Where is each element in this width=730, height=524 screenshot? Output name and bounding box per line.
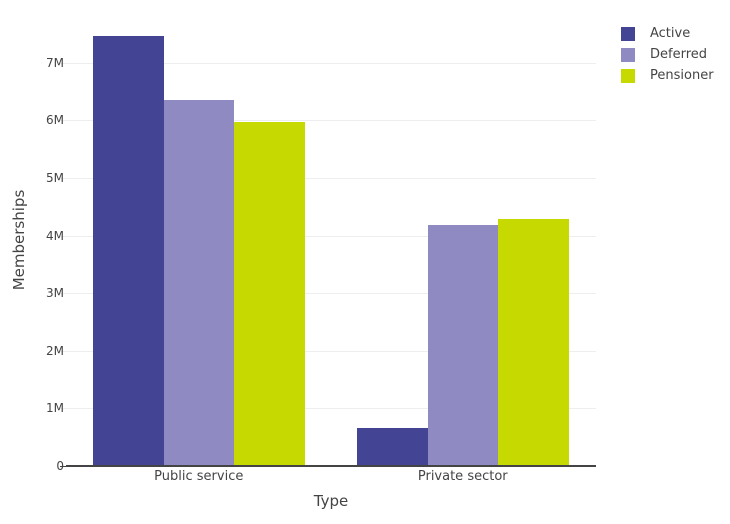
y-tick-mark <box>60 235 66 237</box>
bar-pensioner[interactable] <box>234 121 305 466</box>
gridline <box>66 120 596 122</box>
bar-pensioner[interactable] <box>498 218 569 466</box>
gridline <box>66 350 596 352</box>
y-tick-label: 0 <box>56 459 64 473</box>
x-tick-label: Public service <box>154 469 244 484</box>
legend-label: Pensioner <box>650 68 714 83</box>
bar-active[interactable] <box>93 36 164 466</box>
gridline <box>66 235 596 237</box>
y-tick-label: 2M <box>46 343 64 358</box>
bar-active[interactable] <box>357 427 428 466</box>
x-tick-label: Private sector <box>417 469 508 484</box>
legend-item-pensioner[interactable]: Pensioner <box>621 65 714 86</box>
y-tick-label: 1M <box>46 401 64 416</box>
legend: Active Deferred Pensioner <box>621 23 714 86</box>
y-tick-label: 7M <box>46 55 64 70</box>
y-tick-label: 6M <box>46 113 64 128</box>
legend-item-active[interactable]: Active <box>621 23 714 44</box>
bar-deferred[interactable] <box>427 224 498 466</box>
legend-label: Active <box>650 26 691 41</box>
y-tick-label: 4M <box>46 228 64 243</box>
y-tick-label: 3M <box>46 286 64 301</box>
y-tick-mark <box>60 178 66 179</box>
legend-swatch-icon <box>621 26 635 41</box>
legend-label: Deferred <box>650 47 708 62</box>
gridline <box>66 178 596 179</box>
y-tick-mark <box>60 62 66 64</box>
gridline <box>66 293 596 295</box>
y-tick-mark <box>60 408 66 410</box>
y-axis-title: Memberships <box>10 189 28 291</box>
y-tick-mark <box>60 466 66 467</box>
gridline <box>66 62 596 64</box>
x-axis-title: Type <box>313 492 349 510</box>
x-axis-line <box>66 465 596 467</box>
y-tick-label: 5M <box>46 171 64 185</box>
y-tick-mark <box>60 120 66 122</box>
legend-swatch-icon <box>621 47 635 62</box>
gridline <box>66 408 596 410</box>
legend-swatch-icon <box>621 68 635 83</box>
bar-deferred[interactable] <box>163 99 234 466</box>
legend-item-deferred[interactable]: Deferred <box>621 44 714 65</box>
y-tick-mark <box>60 350 66 352</box>
y-tick-mark <box>60 293 66 295</box>
